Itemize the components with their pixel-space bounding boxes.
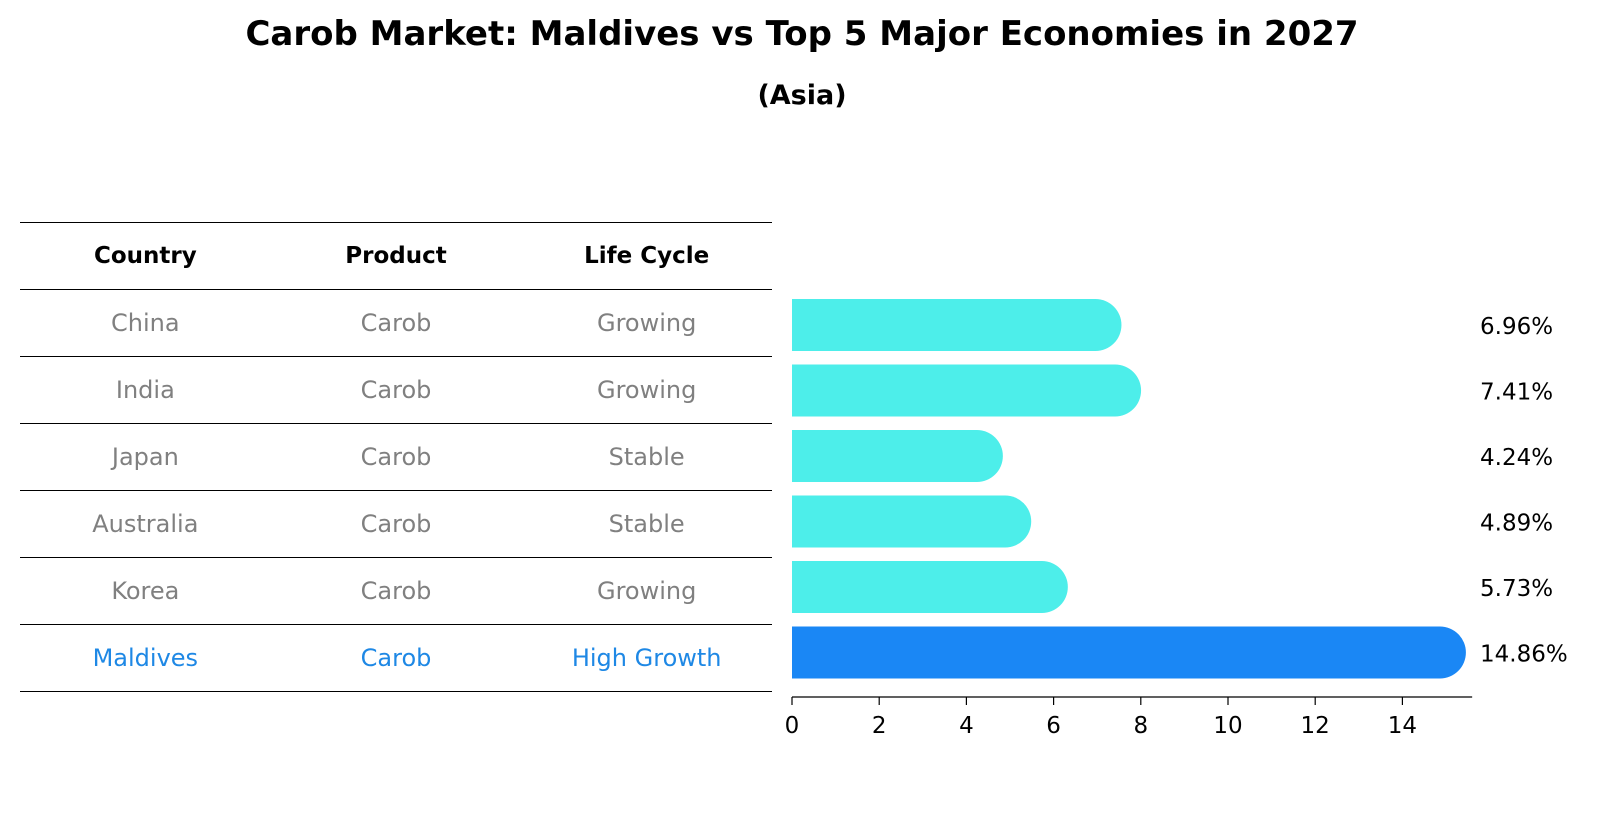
bar-japan: [792, 430, 1003, 482]
country-table: Country Product Life Cycle China Carob G…: [20, 222, 772, 692]
cell-country: Maldives: [92, 644, 199, 672]
x-tick-label: 10: [1213, 713, 1242, 739]
bar-value-label: 4.89%: [1480, 511, 1553, 537]
x-tick-label: 4: [959, 713, 974, 739]
cell-country: Korea: [111, 577, 180, 605]
cell-life-cycle: Stable: [608, 510, 685, 538]
bar-india: [792, 364, 1142, 417]
table-row: China Carob Growing: [20, 290, 772, 357]
x-tick-label: 6: [1046, 713, 1061, 739]
cell-product: Carob: [360, 309, 432, 337]
header-product: Product: [345, 243, 447, 269]
table-row-highlight: Maldives Carob High Growth: [20, 625, 772, 692]
table-row: Australia Carob Stable: [20, 491, 772, 558]
cell-product: Carob: [360, 577, 432, 605]
cell-product: Carob: [360, 443, 432, 471]
cell-product: Carob: [360, 644, 432, 672]
bar-value-label: 6.96%: [1480, 314, 1553, 340]
chart-title: Carob Market: Maldives vs Top 5 Major Ec…: [245, 14, 1359, 54]
bar-value-label: 7.41%: [1480, 380, 1553, 406]
cell-life-cycle: Growing: [596, 309, 697, 337]
bar-maldives: [792, 626, 1466, 679]
chart-subtitle: (Asia): [757, 80, 847, 111]
x-tick-label: 0: [785, 713, 800, 739]
cell-life-cycle: Stable: [608, 443, 685, 471]
cell-country: Australia: [92, 510, 199, 538]
cell-country: India: [115, 376, 175, 404]
table-row: Japan Carob Stable: [20, 424, 772, 491]
bar-australia: [792, 495, 1032, 548]
bar-value-label: 4.24%: [1480, 445, 1553, 471]
cell-country: Japan: [111, 443, 179, 471]
cell-product: Carob: [360, 510, 432, 538]
cell-product: Carob: [360, 376, 432, 404]
cell-country: China: [111, 309, 180, 337]
cell-life-cycle: High Growth: [571, 644, 722, 672]
bar-china: [792, 299, 1122, 351]
bar-korea: [792, 561, 1068, 613]
table-row: India Carob Growing: [20, 357, 772, 424]
table-header-row: Country Product Life Cycle: [20, 222, 772, 290]
cell-life-cycle: Growing: [596, 577, 697, 605]
header-life-cycle: Life Cycle: [584, 243, 710, 269]
x-tick-label: 2: [872, 713, 887, 739]
header-country: Country: [93, 243, 197, 269]
cell-life-cycle: Growing: [596, 376, 697, 404]
x-tick-label: 14: [1388, 713, 1417, 739]
bar-value-label: 5.73%: [1480, 576, 1553, 602]
bar-value-label: 14.86%: [1480, 642, 1568, 668]
x-tick-label: 8: [1133, 713, 1148, 739]
table-row: Korea Carob Growing: [20, 558, 772, 625]
x-tick-label: 12: [1301, 713, 1330, 739]
